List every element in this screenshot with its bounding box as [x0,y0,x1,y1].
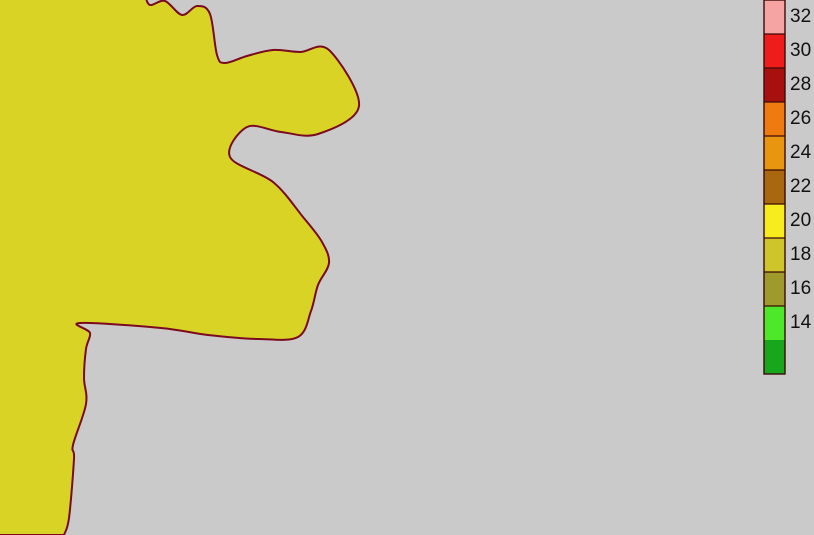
svg-text:28: 28 [790,74,811,95]
svg-text:26: 26 [790,108,811,129]
svg-text:14: 14 [790,312,812,333]
svg-text:30: 30 [790,40,811,61]
svg-text:20: 20 [790,210,811,231]
svg-text:24: 24 [790,142,812,163]
svg-text:16: 16 [790,278,811,299]
svg-text:32: 32 [790,6,811,27]
svg-text:18: 18 [790,244,811,265]
svg-text:22: 22 [790,176,811,197]
